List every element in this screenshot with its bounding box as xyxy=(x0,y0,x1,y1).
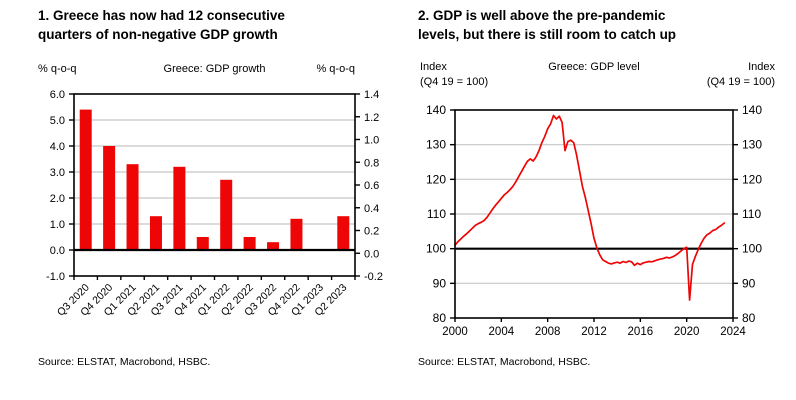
svg-text:2.0: 2.0 xyxy=(50,193,65,205)
gdp-level-line-chart: 80 80 90 90 100 100 110 110 120 120 130 130 140 140 20… xyxy=(426,103,762,338)
svg-text:100: 100 xyxy=(742,242,762,256)
svg-text:2024: 2024 xyxy=(720,326,746,338)
svg-text:130: 130 xyxy=(742,138,762,152)
chart1-ylabel-left: % q-o-q xyxy=(38,63,77,75)
svg-text:110: 110 xyxy=(742,207,761,221)
svg-text:0.0: 0.0 xyxy=(50,245,65,257)
svg-text:100: 100 xyxy=(426,242,446,256)
svg-text:120: 120 xyxy=(742,172,762,186)
svg-text:5.0: 5.0 xyxy=(50,115,65,127)
svg-text:2016: 2016 xyxy=(628,326,654,338)
chart2-ylabel-left-line1: Index xyxy=(420,61,447,73)
chart2-ylabel-right: Index (Q4 19 = 100) xyxy=(665,60,775,90)
svg-text:0.0: 0.0 xyxy=(364,248,379,260)
chart1-title-line1: 1. Greece has now had 12 consecutive xyxy=(38,8,285,23)
svg-text:0.2: 0.2 xyxy=(364,226,379,238)
svg-text:90: 90 xyxy=(433,276,447,290)
svg-text:2012: 2012 xyxy=(581,326,607,338)
svg-text:0.8: 0.8 xyxy=(364,157,379,169)
svg-text:4.0: 4.0 xyxy=(50,141,65,153)
svg-text:130: 130 xyxy=(426,138,446,152)
chart2-source: Source: ELSTAT, Macrobond, HSBC. xyxy=(418,356,591,368)
chart2-ylabel-left: Index (Q4 19 = 100) xyxy=(420,60,488,90)
chart2-subtitle: Greece: GDP level xyxy=(548,61,640,73)
svg-text:120: 120 xyxy=(426,172,446,186)
chart1-title: 1. Greece has now had 12 consecutive qua… xyxy=(38,6,285,44)
svg-text:2008: 2008 xyxy=(535,326,561,338)
svg-text:140: 140 xyxy=(426,103,446,117)
chart2-ylabel-left-line2: (Q4 19 = 100) xyxy=(420,76,489,88)
svg-text:1.0: 1.0 xyxy=(50,219,65,231)
chart2-title-line1: 2. GDP is well above the pre-pandemic xyxy=(418,8,666,23)
chart2-title-line2: levels, but there is still room to catch… xyxy=(418,27,677,42)
svg-text:0.6: 0.6 xyxy=(364,180,379,192)
svg-text:2004: 2004 xyxy=(489,326,515,338)
svg-text:1.0: 1.0 xyxy=(364,135,379,147)
chart1-ylabel-right: % q-o-q xyxy=(316,63,355,75)
chart2-ylabel-right-line1: Index xyxy=(748,61,775,73)
svg-text:90: 90 xyxy=(742,276,756,290)
gdp-growth-bar-chart: -1.0 0.0 1.0 2.0 3.0 4.0 5.0 6.0 -0.2 0.0 0.2 0.4 0.… xyxy=(46,89,383,319)
svg-text:2000: 2000 xyxy=(442,326,468,338)
svg-text:0.4: 0.4 xyxy=(364,203,379,215)
svg-text:2020: 2020 xyxy=(674,326,700,338)
svg-text:-0.2: -0.2 xyxy=(364,271,383,283)
svg-text:3.0: 3.0 xyxy=(50,167,65,179)
svg-text:1.4: 1.4 xyxy=(364,89,379,101)
svg-text:-1.0: -1.0 xyxy=(46,271,65,283)
svg-text:80: 80 xyxy=(433,311,447,325)
chart2-title: 2. GDP is well above the pre-pandemic le… xyxy=(418,6,676,44)
svg-text:6.0: 6.0 xyxy=(50,89,65,101)
svg-text:1.2: 1.2 xyxy=(364,112,379,124)
svg-text:140: 140 xyxy=(742,103,762,117)
svg-text:80: 80 xyxy=(742,311,756,325)
chart2-ylabel-right-line2: (Q4 19 = 100) xyxy=(706,76,775,88)
chart1-source: Source: ELSTAT, Macrobond, HSBC. xyxy=(38,356,211,368)
svg-text:110: 110 xyxy=(427,207,446,221)
chart1-subtitle: Greece: GDP growth xyxy=(163,63,266,75)
chart1-title-line2: quarters of non-negative GDP growth xyxy=(38,27,278,42)
